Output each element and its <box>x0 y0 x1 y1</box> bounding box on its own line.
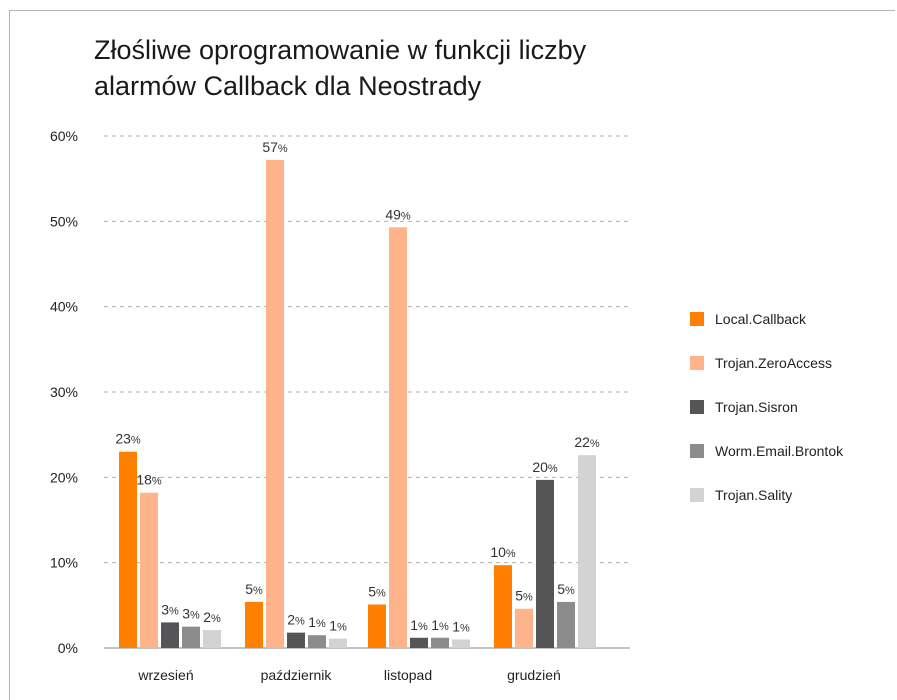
data-label: 2% <box>203 609 221 625</box>
data-label: 1% <box>410 617 428 633</box>
bar <box>515 608 533 648</box>
x-axis-labels: wrzesień październik listopad grudzień <box>137 667 560 683</box>
bar <box>161 622 179 648</box>
data-label: 23% <box>115 431 141 447</box>
data-label: 5% <box>368 583 386 599</box>
bar <box>266 159 284 649</box>
legend-label: Worm.Email.Brontok <box>715 443 844 459</box>
legend-swatch <box>690 488 704 502</box>
y-axis-ticks: 0% 10% 20% 30% 40% 50% 60% <box>50 128 78 656</box>
data-label: 2% <box>287 612 305 628</box>
bar <box>557 601 575 648</box>
x-category-label: listopad <box>384 667 432 683</box>
bar <box>245 601 263 648</box>
legend-label: Trojan.Sisron <box>715 399 798 415</box>
bar <box>368 604 386 648</box>
y-tick-label: 10% <box>50 555 78 571</box>
data-label: 18% <box>136 472 162 488</box>
bar <box>431 637 449 648</box>
x-category-label: grudzień <box>507 667 561 683</box>
legend-label: Trojan.Sality <box>715 487 792 503</box>
legend-swatch <box>690 444 704 458</box>
data-label: 1% <box>329 618 347 634</box>
bar <box>494 565 512 648</box>
bar <box>182 626 200 648</box>
chart-title: Złośliwe oprogramowanie w funkcji liczby… <box>94 32 694 104</box>
bar <box>287 632 305 648</box>
bar <box>536 479 554 648</box>
data-label: 1% <box>452 618 470 634</box>
bar <box>452 639 470 648</box>
bar <box>389 227 407 648</box>
bar <box>203 630 221 648</box>
data-label: 5% <box>557 581 575 597</box>
bar <box>329 638 347 648</box>
bar <box>308 635 326 648</box>
legend-label: Trojan.ZeroAccess <box>715 355 832 371</box>
legend-swatch <box>690 400 704 414</box>
legend-swatch <box>690 312 704 326</box>
legend: Local.Callback Trojan.ZeroAccess Trojan.Si… <box>690 311 844 503</box>
y-tick-label: 20% <box>50 469 78 485</box>
y-tick-label: 60% <box>50 128 78 144</box>
data-label: 5% <box>515 588 533 604</box>
data-label: 3% <box>161 601 179 617</box>
legend-label: Local.Callback <box>715 311 807 327</box>
bar <box>410 637 428 648</box>
data-label: 1% <box>431 617 449 633</box>
chart-title-line-1: Złośliwe oprogramowanie w funkcji liczby <box>94 35 587 65</box>
data-label: 20% <box>532 459 558 475</box>
data-label: 22% <box>574 434 600 450</box>
value-labels: 23%5% 5%10%18%57%49%5%3%2% 1%20%3% 1% 1%5%2%… <box>115 139 600 635</box>
data-label: 57% <box>262 139 288 155</box>
y-tick-label: 40% <box>50 299 78 315</box>
bar <box>119 451 137 648</box>
y-tick-label: 50% <box>50 213 78 229</box>
data-label: 5% <box>245 581 263 597</box>
data-label: 10% <box>490 544 516 560</box>
data-label: 3% <box>182 606 200 622</box>
bars <box>119 159 596 649</box>
x-category-label: wrzesień <box>137 667 193 683</box>
y-tick-label: 0% <box>58 640 78 656</box>
chart-title-line-2: alarmów Callback dla Neostrady <box>94 71 482 101</box>
bar <box>140 492 158 648</box>
x-category-label: październik <box>261 667 333 683</box>
y-tick-label: 30% <box>50 384 78 400</box>
data-label: 1% <box>308 614 326 630</box>
data-label: 49% <box>385 206 411 222</box>
bar <box>578 455 596 648</box>
legend-swatch <box>690 356 704 370</box>
